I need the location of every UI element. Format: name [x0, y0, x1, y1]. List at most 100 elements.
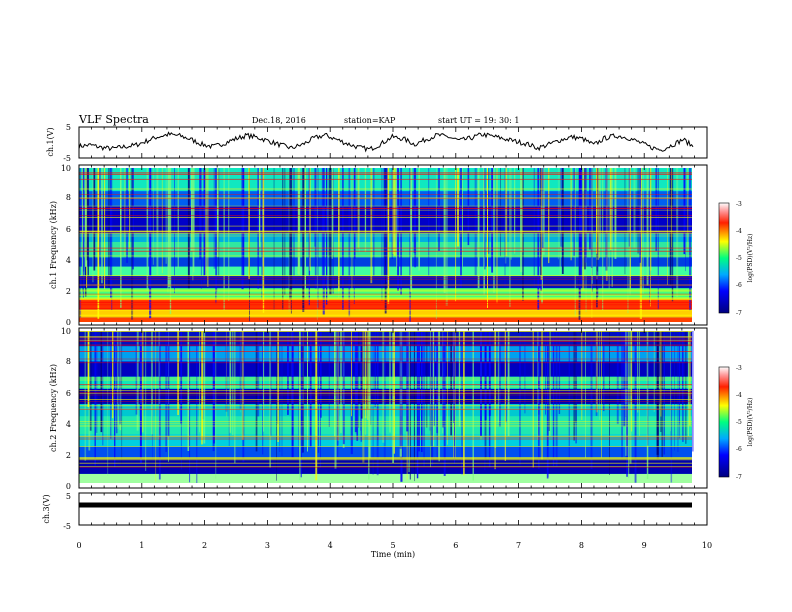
spec2-line: [79, 331, 692, 332]
spec2-stripe: [653, 331, 655, 412]
spec2-stripe: [453, 331, 454, 423]
spec2-stripe: [595, 331, 598, 416]
spec1-stripe: [302, 168, 305, 312]
spec1-stripe: [207, 168, 209, 287]
spec2-stripe: [328, 331, 330, 427]
spec2-stripe: [121, 331, 123, 465]
spec1-stripe: [273, 168, 275, 310]
spec1-stripe: [167, 168, 169, 293]
spec2-stripe: [112, 331, 114, 419]
spec2-stripe: [242, 331, 245, 462]
spec1-stripe: [533, 168, 535, 287]
ch3-ytick-top: 5: [66, 492, 71, 501]
ch2-freq-tick-0: 0: [66, 482, 71, 491]
spec2-stripe: [691, 331, 694, 452]
spec2-stripe: [383, 331, 386, 463]
spec2-stripe: [548, 331, 550, 431]
ch2-spectrogram-panel: 10 8 6 4 2 0 ch.2 Frequency (kHz): [49, 327, 708, 491]
ch2-cbar-tick-m5: -5: [736, 419, 742, 426]
spec1-line: [79, 278, 692, 280]
spec2-stripe: [365, 331, 367, 435]
spec1-stripe: [110, 168, 112, 299]
spec1-stripe: [597, 168, 599, 272]
spec1-line: [79, 294, 692, 296]
spec1-stripe: [627, 168, 629, 314]
spec2-stripe: [447, 331, 448, 445]
spec2-stripe: [356, 331, 359, 441]
spec2-stripe: [177, 331, 179, 416]
spec1-stripe: [560, 168, 563, 247]
spec1-line: [79, 284, 692, 286]
spec2-stripe: [189, 331, 191, 483]
spec1-stripe: [445, 168, 448, 306]
spec2-line: [79, 386, 692, 388]
spec1-stripe: [655, 168, 658, 251]
ch1-freq-tick-2: 2: [66, 287, 71, 296]
spec1-stripe: [649, 168, 651, 304]
spec2-stripe: [687, 331, 689, 437]
spec2-line: [79, 408, 692, 410]
ch1-waveform-panel: 5 -5 ch.1(V): [46, 123, 708, 163]
spec1-stripe: [152, 168, 154, 265]
spec2-stripe: [234, 331, 236, 464]
spec2-stripe: [621, 331, 623, 459]
spec2-stripe: [599, 331, 600, 420]
spec2-stripe: [241, 331, 244, 440]
xtick-label-3: 3: [265, 541, 270, 550]
ch3-ylabel: ch.3(V): [42, 494, 51, 523]
spec1-stripe: [410, 168, 413, 292]
spec2-stripe: [538, 331, 540, 415]
spec2-stripe: [494, 331, 496, 470]
spec1-line: [79, 231, 692, 233]
spec1-stripe: [574, 168, 576, 317]
spec1-stripe: [187, 168, 190, 289]
spec1-stripe: [314, 168, 316, 247]
spec1-line: [79, 172, 692, 174]
ch2-colorbar-gradient: [718, 366, 730, 478]
spec2-line: [79, 336, 692, 338]
spec1-stripe: [590, 168, 593, 268]
spec1-line: [79, 225, 692, 227]
spec2-stripe: [165, 331, 167, 452]
spec2-stripe: [255, 331, 258, 452]
spec1-stripe: [79, 168, 82, 318]
spec1-stripe: [435, 168, 437, 320]
spec2-stripe: [568, 331, 570, 463]
spec1-stripe: [131, 168, 134, 320]
spec2-stripe: [628, 331, 630, 479]
ch1-freq-tick-0: 0: [66, 318, 71, 327]
spec1-stripe: [124, 168, 126, 256]
spec2-stripe: [558, 331, 561, 414]
spec1-stripe: [242, 168, 245, 278]
ch2-cbar-tick-m4: -4: [736, 392, 742, 399]
spec1-stripe: [657, 168, 659, 310]
spec1-stripe: [314, 168, 317, 289]
spec2-stripe: [225, 331, 228, 412]
spec2-stripe: [425, 331, 428, 428]
spec1-stripe: [457, 168, 459, 247]
ch1-colorbar: -3 -4 -5 -6 -7 log(PSD)(V²/Hz): [718, 201, 754, 317]
spec2-stripe: [119, 331, 122, 431]
spec2-stripe: [646, 331, 649, 480]
ch1-waveform-line: [78, 131, 694, 153]
xtick-label-10: 10: [702, 541, 712, 550]
spec2-stripe: [102, 331, 104, 446]
spec2-stripe: [519, 331, 521, 465]
spec1-stripe: [262, 168, 263, 291]
spec2-line: [79, 446, 692, 447]
spec1-stripe: [392, 168, 395, 255]
spec1-stripe: [213, 168, 216, 269]
ch1-colorbar-gradient: [718, 202, 730, 314]
spec2-stripe: [392, 331, 394, 464]
spec2-stripe: [575, 331, 577, 423]
spec2-stripe: [670, 331, 673, 483]
spec2-line: [79, 384, 692, 385]
spec1-stripe: [241, 168, 244, 290]
spec1-stripe: [257, 168, 259, 289]
spec2-stripe: [279, 331, 281, 452]
spec2-stripe: [436, 331, 439, 459]
spec1-stripe: [639, 168, 642, 319]
spec2-stripe: [647, 331, 649, 446]
spec2-stripe: [634, 331, 637, 483]
spec1-line: [79, 304, 692, 306]
